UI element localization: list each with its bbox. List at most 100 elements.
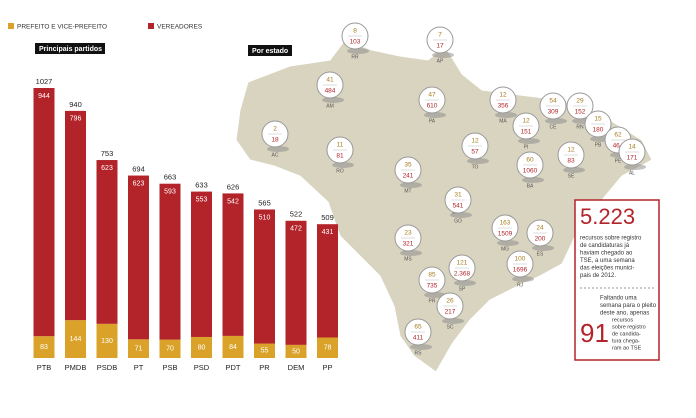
total-label: 663 [164, 173, 177, 182]
bubble-shadow [400, 182, 422, 188]
state-top: 85 [428, 272, 436, 279]
bubble-shadow [467, 158, 489, 164]
state-abbr: PB [595, 142, 602, 148]
state-top: 47 [428, 92, 436, 99]
bubble-shadow [424, 112, 446, 118]
legend-swatch [8, 23, 14, 29]
bar-segment [222, 193, 244, 336]
state-bottom: 610 [427, 103, 438, 110]
category-label: PP [322, 363, 332, 372]
category-label: PMDB [65, 363, 87, 372]
total-label: 626 [227, 182, 240, 191]
state-top: 29 [576, 98, 584, 105]
state-bottom: 103 [350, 39, 361, 46]
state-bottom: 2.368 [454, 271, 471, 278]
state-abbr: RS [415, 350, 423, 356]
bar-segment [159, 339, 181, 358]
bar-segment [33, 88, 55, 337]
state-top: 62 [614, 132, 622, 139]
state-top: 12 [522, 118, 530, 125]
summary-text: sobre registro [612, 324, 646, 330]
state-top: 12 [567, 147, 575, 154]
value-label: 510 [259, 214, 271, 221]
state-bottom: 57 [471, 149, 479, 156]
state-top: 12 [471, 138, 479, 145]
summary-box [574, 199, 660, 361]
state-abbr: MS [404, 256, 412, 262]
value-label: 50 [292, 348, 300, 355]
bubble-shadow [322, 97, 344, 103]
value-label: 71 [135, 346, 143, 353]
state-top: 31 [454, 192, 462, 199]
state-bottom: 464 [613, 143, 624, 150]
summary-text: recursos [612, 317, 633, 323]
total-label: 522 [290, 210, 303, 219]
bar-segment [254, 343, 275, 358]
category-label: DEM [288, 363, 305, 372]
bubble-shadow [410, 344, 432, 350]
bar-segment [254, 209, 275, 344]
state-abbr: TO [472, 164, 479, 170]
state-abbr: PR [429, 298, 436, 304]
summary-text: tura chega- [612, 338, 640, 344]
state-abbr: RR [351, 54, 359, 60]
value-label: 70 [166, 346, 174, 353]
state-abbr: PA [429, 118, 436, 124]
state-bottom: 171 [627, 155, 638, 162]
bar-segment [128, 175, 149, 340]
state-abbr: SE [568, 173, 575, 179]
summary-text: semana para o pleito [600, 303, 657, 309]
state-bottom: 356 [498, 103, 509, 110]
summary-big: 5.223 [580, 204, 635, 229]
legend-label: VEREADORES [157, 24, 203, 31]
state-top: 24 [536, 225, 544, 232]
state-bottom: 1696 [513, 267, 528, 274]
state-top: 14 [628, 144, 636, 151]
state-abbr: BA [527, 183, 534, 189]
summary-text: de candidaturas já [580, 243, 630, 249]
state-top: 100 [515, 256, 526, 263]
bubble-shadow [545, 118, 567, 124]
value-label: 130 [101, 338, 113, 345]
state-top: 54 [549, 98, 557, 105]
bubble-shadow [400, 250, 422, 256]
state-abbr: AM [326, 103, 334, 109]
state-abbr: CE [550, 124, 558, 130]
state-bottom: 484 [325, 88, 336, 95]
bar-segment [317, 224, 338, 338]
state-abbr: PI [524, 144, 529, 150]
category-label: PSD [194, 363, 210, 372]
state-top: 12 [499, 92, 507, 99]
state-bottom: 735 [427, 283, 438, 290]
state-top: 23 [404, 230, 412, 237]
value-label: 623 [133, 180, 145, 187]
state-bottom: 152 [575, 109, 586, 116]
state-bottom: 81 [336, 153, 344, 160]
state-bottom: 321 [403, 241, 414, 248]
value-label: 431 [322, 229, 334, 236]
bar-segment [96, 160, 118, 324]
bubble-shadow [497, 240, 519, 246]
category-label: PDT [226, 363, 241, 372]
value-label: 796 [70, 116, 82, 123]
summary-text: TSE, a uma semana [580, 258, 635, 264]
legend-swatch [148, 23, 154, 29]
state-abbr: PE [615, 158, 622, 164]
category-label: PSB [162, 363, 177, 372]
summary-text: deste ano, apenas [600, 311, 649, 317]
bar-segment [159, 183, 181, 340]
state-abbr: RO [336, 168, 344, 174]
bubble-shadow [450, 212, 472, 218]
bar-segment [65, 320, 86, 358]
state-top: 15 [594, 116, 602, 123]
bar-segment [65, 110, 86, 321]
bar-segment [285, 220, 307, 345]
summary-text: pais de 2012. [580, 273, 616, 279]
bar-segment [285, 344, 307, 358]
bubble-shadow [454, 280, 476, 286]
bar-segment [191, 191, 212, 337]
bubble-shadow [563, 167, 585, 173]
summary-text: recursos sobre registro [580, 236, 642, 242]
state-top: 163 [500, 220, 511, 227]
state-abbr: AL [629, 170, 635, 176]
